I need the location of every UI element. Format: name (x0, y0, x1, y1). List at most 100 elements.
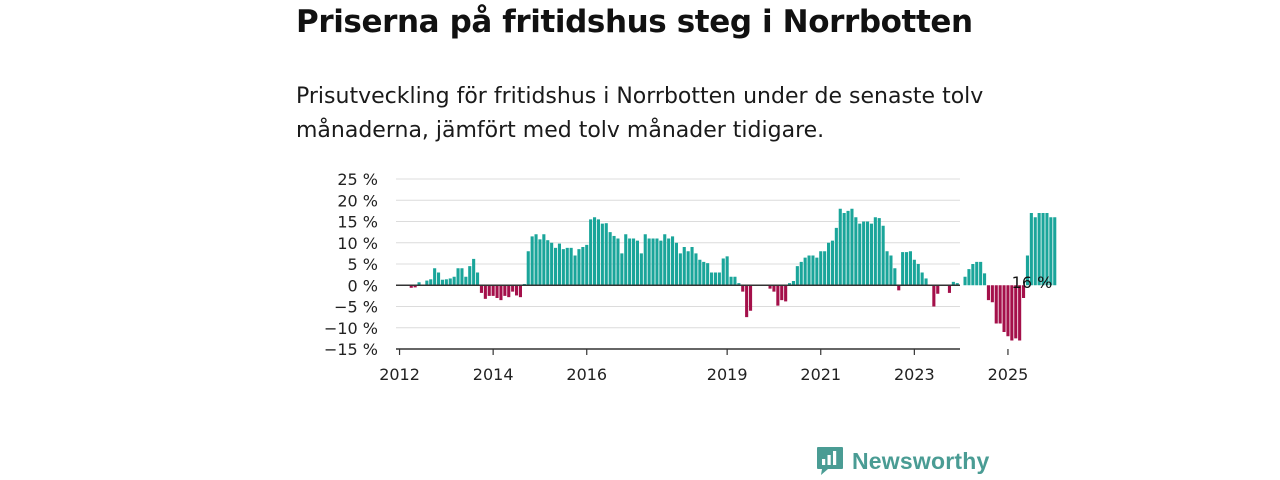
bar (815, 257, 819, 286)
brand-name: Newsworthy (852, 447, 990, 474)
bar (932, 285, 936, 307)
bar (417, 282, 421, 286)
bar (635, 240, 639, 286)
bar (975, 261, 979, 286)
y-tick-label: 5 % (348, 255, 378, 274)
x-tick-label: 2023 (894, 365, 935, 384)
bar (776, 285, 780, 306)
bar (901, 252, 905, 286)
bar (924, 278, 928, 286)
latest-value-annotation: 16 % (1012, 273, 1053, 292)
bar (483, 285, 487, 299)
bar (827, 242, 831, 286)
bar (795, 266, 799, 286)
bar (593, 217, 597, 286)
bar (429, 279, 433, 286)
x-tick-label: 2016 (566, 365, 607, 384)
bar (464, 276, 468, 286)
bar (667, 238, 671, 286)
y-axis-labels: 25 % 20 % 15 % 10 % 5 % 0 % −5 % −10 % −15 % (324, 170, 378, 359)
bar (745, 285, 749, 318)
bar (674, 242, 678, 286)
bar (479, 285, 483, 293)
bar (1010, 285, 1014, 341)
bar (986, 285, 990, 301)
bar (616, 238, 620, 286)
bar (433, 268, 437, 286)
bar (725, 256, 729, 286)
bar (846, 210, 850, 286)
bar (866, 221, 870, 286)
bar (589, 219, 593, 286)
bar (936, 285, 940, 294)
bar-chart: 25 % 20 % 15 % 10 % 5 % 0 % −5 % −10 % −15 % 201… (324, 170, 1057, 384)
bar (838, 208, 842, 286)
bar (897, 285, 901, 291)
bar (538, 239, 542, 286)
bar (624, 234, 628, 286)
bar (546, 240, 550, 286)
bar (585, 244, 589, 286)
bar (877, 218, 881, 286)
x-tick-label: 2014 (473, 365, 514, 384)
bar (425, 280, 429, 286)
bar (628, 238, 632, 286)
bar (1022, 285, 1026, 298)
bar (1045, 213, 1049, 286)
bar (737, 283, 741, 286)
bar (690, 247, 694, 286)
y-tick-label: 10 % (337, 234, 378, 253)
bar (655, 238, 659, 286)
bar (780, 285, 784, 301)
bar (643, 234, 647, 286)
bar (1018, 285, 1022, 341)
bar (569, 247, 573, 286)
bar (557, 243, 561, 286)
bar (608, 232, 612, 286)
bar (951, 281, 955, 286)
bar (518, 285, 522, 298)
bar (717, 272, 721, 286)
bar (834, 227, 838, 286)
bar (694, 253, 698, 286)
bar (554, 247, 558, 286)
bar (612, 235, 616, 286)
bar (1025, 255, 1029, 286)
bar (967, 269, 971, 286)
bar (862, 221, 866, 286)
bar (983, 273, 987, 286)
bar (448, 278, 452, 286)
bar (994, 285, 998, 324)
bar (495, 285, 499, 298)
bar (577, 249, 581, 286)
bar (998, 285, 1002, 324)
bar (639, 253, 643, 286)
bar (651, 238, 655, 286)
y-tick-label: 0 % (348, 276, 378, 295)
bar (1033, 217, 1037, 286)
bar (803, 257, 807, 286)
bar (460, 268, 464, 286)
bar (916, 264, 920, 286)
bar (768, 285, 772, 289)
bar (620, 253, 624, 286)
x-tick-label: 2019 (707, 365, 748, 384)
bar (912, 259, 916, 286)
bar (788, 283, 792, 286)
bars (409, 208, 1057, 341)
newsworthy-logo: Newsworthy (816, 446, 989, 476)
bar (511, 285, 515, 292)
bar (600, 223, 604, 286)
bar (437, 272, 441, 286)
bar (807, 255, 811, 286)
bar (515, 285, 519, 296)
bar (1029, 213, 1033, 286)
bar (561, 249, 565, 286)
bar (791, 281, 795, 286)
x-tick-label: 2021 (800, 365, 841, 384)
bar (905, 252, 909, 286)
bar (682, 247, 686, 286)
bar (663, 234, 667, 286)
bar (873, 217, 877, 286)
bar (503, 285, 507, 296)
